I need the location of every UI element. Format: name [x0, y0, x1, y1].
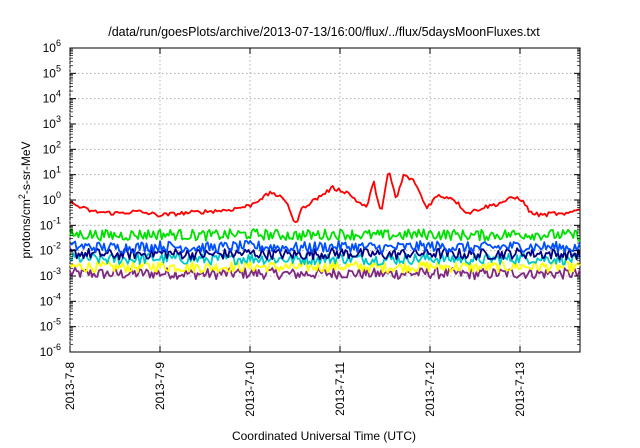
x-tick-label: 2013-7-12 — [423, 362, 437, 417]
y-tick-label: 102 — [43, 139, 61, 156]
y-tick-label: 10-1 — [40, 215, 61, 232]
y-tick-label: 10-4 — [40, 291, 61, 308]
series-line — [69, 247, 581, 261]
y-axis-label: protons/cm2-s-sr-MeV — [17, 141, 33, 258]
series-line — [69, 266, 581, 281]
x-axis-label: Coordinated Universal Time (UTC) — [232, 429, 416, 443]
series-lines — [69, 172, 581, 281]
y-tick-label: 105 — [43, 63, 61, 80]
y-axis-ticks: 10-6 10-5 10-4 10-3 10-2 10-1 100 101 102 103 104 1… — [40, 38, 580, 359]
y-tick-label: 10-5 — [40, 317, 61, 334]
y-tick-label: 101 — [43, 165, 61, 182]
y-tick-label: 103 — [43, 114, 61, 131]
y-tick-label: 106 — [43, 38, 61, 55]
y-tick-label: 10-6 — [40, 342, 61, 359]
chart-title: /data/run/goesPlots/archive/2013-07-13/1… — [108, 25, 540, 39]
x-tick-label: 2013-7-13 — [513, 362, 527, 417]
x-tick-label: 2013-7-8 — [63, 362, 77, 410]
x-axis-ticks: 2013-7-8 2013-7-9 2013-7-10 2013-7-11 2013-7… — [63, 48, 527, 417]
series-line — [69, 239, 581, 254]
y-tick-label: 10-3 — [40, 266, 61, 283]
x-tick-label: 2013-7-9 — [153, 362, 167, 410]
x-tick-label: 2013-7-10 — [243, 362, 257, 417]
y-tick-label: 104 — [43, 89, 61, 106]
grid-lines — [69, 48, 580, 352]
y-tick-label: 100 — [43, 190, 61, 207]
series-line — [69, 252, 581, 266]
x-tick-label: 2013-7-11 — [333, 362, 347, 416]
series-line — [69, 228, 581, 242]
y-tick-label: 10-2 — [40, 241, 61, 258]
series-line — [69, 172, 581, 224]
